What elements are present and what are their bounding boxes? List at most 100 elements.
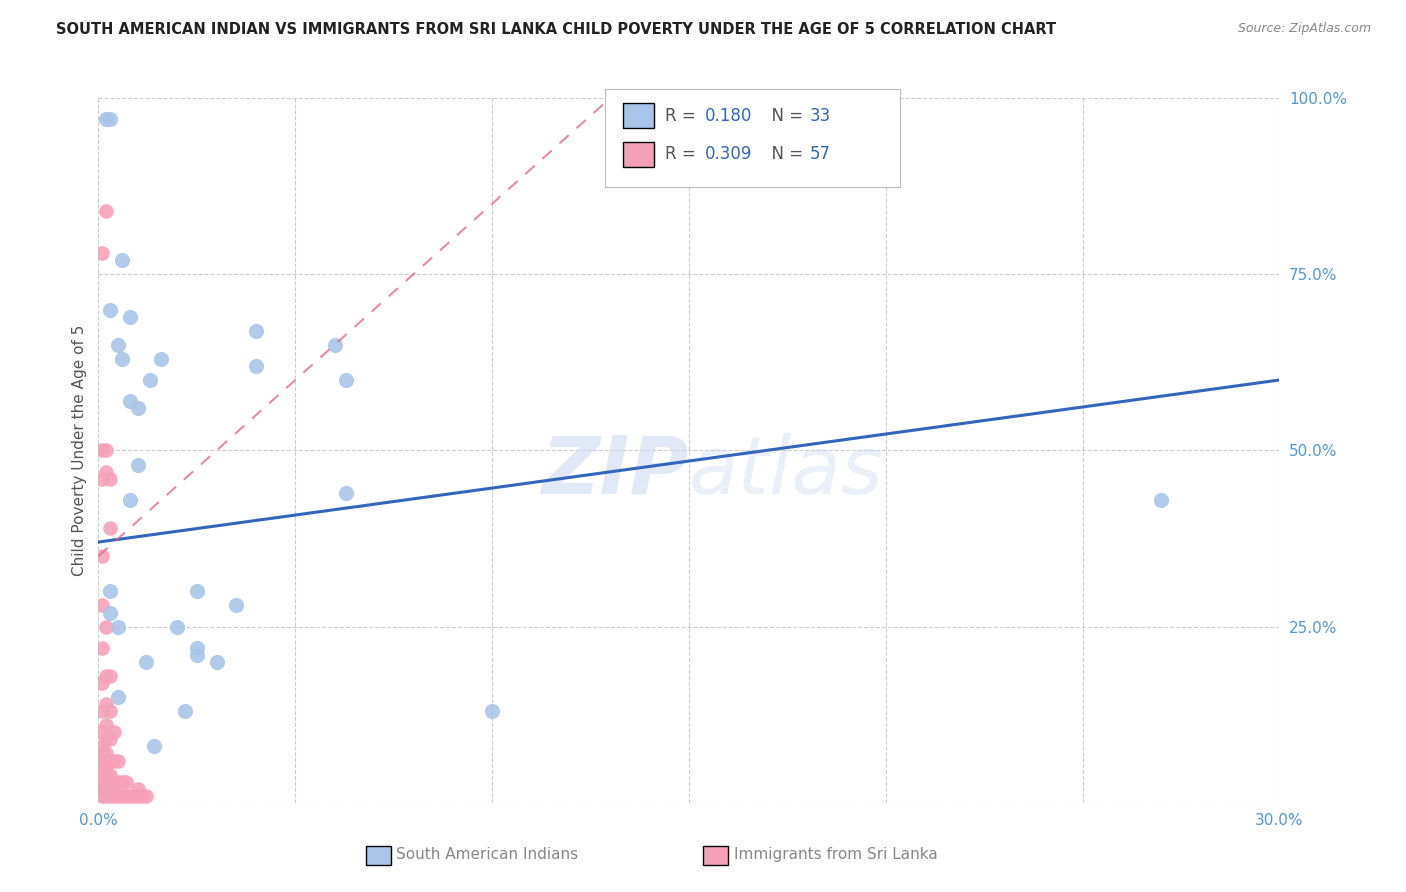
Point [98, 789, 121, 803]
Point [91, 774, 114, 789]
Point [98, 302, 121, 317]
Point [115, 789, 138, 803]
Point [91, 640, 114, 655]
Point [127, 401, 149, 416]
Point [91, 443, 114, 458]
Point [481, 704, 503, 718]
Point [91, 754, 114, 768]
Point [96, 781, 118, 796]
Point [103, 789, 125, 803]
Point [96, 443, 118, 458]
Point [98, 669, 121, 683]
Point [98, 606, 121, 620]
Point [91, 767, 114, 781]
Point [96, 774, 118, 789]
Y-axis label: Child Poverty Under the Age of 5: Child Poverty Under the Age of 5 [72, 325, 87, 576]
Point [127, 789, 149, 803]
Text: South American Indians: South American Indians [396, 847, 579, 862]
Point [96, 732, 118, 747]
Point [98, 767, 121, 781]
Text: atlas: atlas [689, 433, 884, 510]
Point [131, 789, 153, 803]
Point [96, 760, 118, 774]
Point [91, 760, 114, 774]
Point [127, 781, 149, 796]
Point [98, 781, 121, 796]
Point [107, 754, 129, 768]
Point [115, 774, 138, 789]
Point [103, 774, 125, 789]
Text: SOUTH AMERICAN INDIAN VS IMMIGRANTS FROM SRI LANKA CHILD POVERTY UNDER THE AGE O: SOUTH AMERICAN INDIAN VS IMMIGRANTS FROM… [56, 22, 1056, 37]
Point [135, 789, 157, 803]
Point [118, 789, 141, 803]
Point [96, 203, 118, 218]
Point [1150, 492, 1173, 507]
Point [150, 351, 173, 366]
Text: N =: N = [761, 145, 808, 163]
Point [98, 112, 121, 127]
Point [111, 774, 134, 789]
Text: 0.309: 0.309 [704, 145, 752, 163]
Point [98, 704, 121, 718]
Text: N =: N = [761, 107, 808, 125]
Text: ZIP: ZIP [541, 433, 689, 510]
Point [96, 747, 118, 761]
Point [245, 359, 267, 373]
Point [323, 338, 346, 352]
Point [111, 789, 134, 803]
Text: 57: 57 [810, 145, 831, 163]
Point [107, 690, 129, 705]
Point [91, 747, 114, 761]
Point [118, 310, 141, 324]
Point [91, 549, 114, 564]
Point [245, 324, 267, 338]
Point [96, 767, 118, 781]
Point [103, 725, 125, 739]
Text: R =: R = [665, 145, 702, 163]
Point [186, 648, 208, 662]
Point [186, 584, 208, 599]
Point [335, 485, 357, 500]
Point [98, 732, 121, 747]
Point [111, 253, 134, 268]
Point [91, 739, 114, 754]
Point [96, 789, 118, 803]
Point [96, 718, 118, 732]
Point [107, 789, 129, 803]
Text: 0.180: 0.180 [704, 107, 752, 125]
Point [118, 492, 141, 507]
Point [127, 458, 149, 472]
Point [107, 774, 129, 789]
Point [225, 599, 247, 613]
Point [107, 338, 129, 352]
Point [91, 781, 114, 796]
Point [138, 373, 160, 387]
Point [91, 472, 114, 486]
Point [174, 704, 197, 718]
Point [91, 725, 114, 739]
Point [91, 676, 114, 690]
Point [98, 754, 121, 768]
Point [98, 584, 121, 599]
Point [91, 599, 114, 613]
Text: Immigrants from Sri Lanka: Immigrants from Sri Lanka [734, 847, 938, 862]
Point [107, 619, 129, 633]
Point [91, 789, 114, 803]
Point [122, 789, 145, 803]
Point [335, 373, 357, 387]
Point [135, 655, 157, 669]
Point [142, 739, 165, 754]
Point [118, 394, 141, 409]
Point [91, 246, 114, 260]
Point [98, 472, 121, 486]
Point [98, 521, 121, 535]
Text: Source: ZipAtlas.com: Source: ZipAtlas.com [1237, 22, 1371, 36]
Text: 33: 33 [810, 107, 831, 125]
Text: R =: R = [665, 107, 702, 125]
Point [96, 669, 118, 683]
Point [103, 754, 125, 768]
Point [91, 704, 114, 718]
Point [166, 619, 188, 633]
Point [96, 697, 118, 711]
Point [186, 640, 208, 655]
